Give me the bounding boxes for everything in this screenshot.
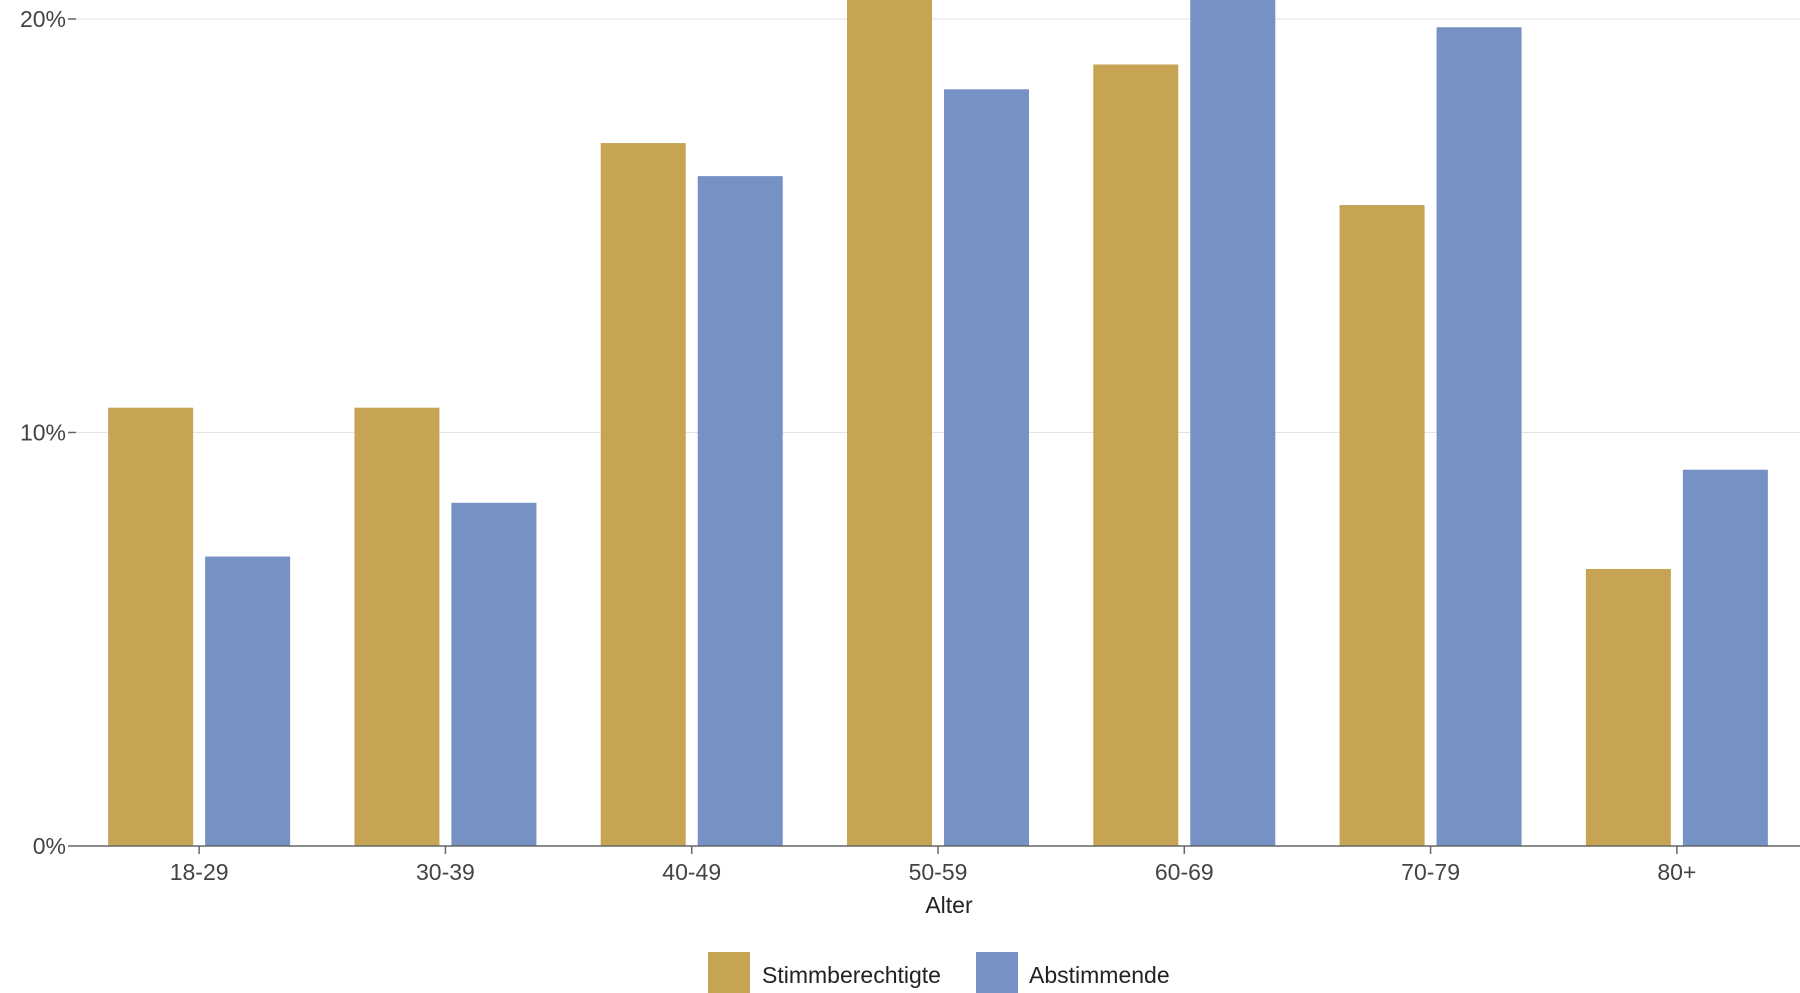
y-axis-ticks: 0% 10% 20% xyxy=(20,6,76,859)
bar-abstimmende-40-49 xyxy=(697,176,783,846)
x-axis-title: Alter xyxy=(925,892,973,918)
y-tick-label: 0% xyxy=(33,833,66,859)
x-axis-ticks: 18-29 30-39 40-49 50-59 60-69 70-79 80+ xyxy=(170,846,1696,885)
bar-abstimmende-70-79 xyxy=(1436,27,1522,846)
grid-lines xyxy=(76,18,1800,433)
x-tick-label: 70-79 xyxy=(1401,859,1460,885)
legend-label-stimmberechtigte: Stimmberechtigte xyxy=(762,962,941,988)
bar-stimmberechtigte-60-69 xyxy=(1093,64,1179,847)
x-tick-label: 80+ xyxy=(1657,859,1696,885)
x-tick-label: 40-49 xyxy=(662,859,721,885)
bar-abstimmende-60-69 xyxy=(1190,0,1276,846)
legend: Stimmberechtigte Abstimmende xyxy=(708,952,1170,993)
bar-stimmberechtigte-70-79 xyxy=(1339,205,1425,846)
bar-stimmberechtigte-18-29 xyxy=(108,407,194,846)
bar-stimmberechtigte-40-49 xyxy=(600,143,686,847)
legend-swatch-abstimmende xyxy=(976,952,1018,993)
bar-stimmberechtigte-50-59 xyxy=(847,0,932,846)
bar-abstimmende-18-29 xyxy=(205,556,291,846)
bars xyxy=(108,0,1768,847)
bar-abstimmende-30-39 xyxy=(451,502,537,846)
bar-stimmberechtigte-30-39 xyxy=(354,407,440,846)
x-tick-label: 18-29 xyxy=(170,859,229,885)
legend-label-abstimmende: Abstimmende xyxy=(1029,962,1170,988)
x-tick-label: 50-59 xyxy=(909,859,968,885)
bar-abstimmende-50-59 xyxy=(944,89,1029,847)
bar-stimmberechtigte-80+ xyxy=(1585,568,1671,846)
legend-swatch-stimmberechtigte xyxy=(708,952,750,993)
x-tick-label: 30-39 xyxy=(416,859,475,885)
x-tick-label: 60-69 xyxy=(1155,859,1214,885)
y-tick-label: 10% xyxy=(20,420,66,446)
bar-abstimmende-80+ xyxy=(1682,469,1768,846)
y-tick-label: 20% xyxy=(20,6,66,32)
